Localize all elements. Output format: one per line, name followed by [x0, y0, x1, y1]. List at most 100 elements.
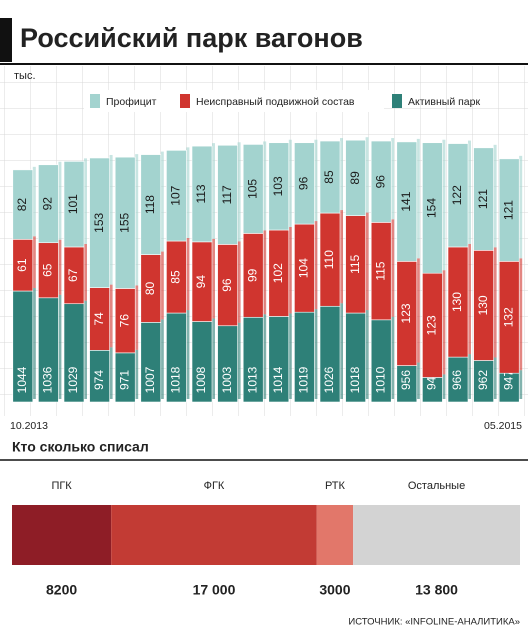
bar-side	[391, 138, 395, 220]
bar-side	[58, 239, 62, 295]
bar-side	[58, 294, 62, 399]
bar-side	[84, 158, 87, 244]
chart-title: Российский парк вагонов	[20, 23, 363, 53]
value-label: 74	[92, 312, 106, 326]
value-label: 132	[501, 307, 515, 327]
value-label: 1007	[143, 366, 157, 393]
value-label: 1029	[66, 366, 80, 393]
bar-side	[263, 230, 267, 315]
value-label: 13 800	[415, 582, 458, 598]
value-label: 1010	[373, 366, 387, 393]
value-label: 104	[297, 258, 311, 278]
bar-side	[416, 258, 420, 363]
bar-side	[391, 219, 395, 317]
bar-side	[416, 138, 420, 259]
value-label: 1019	[297, 366, 311, 393]
bar-side	[391, 316, 395, 399]
value-label: 115	[348, 254, 362, 273]
value-label: 155	[117, 212, 131, 232]
value-label: 1026	[322, 366, 336, 393]
bar-side	[212, 318, 215, 399]
bar-side	[519, 258, 523, 371]
value-label: 110	[322, 250, 336, 269]
bar-segment	[242, 144, 264, 234]
bar-segment	[294, 142, 315, 225]
bar-side	[365, 212, 369, 311]
bar-side	[58, 161, 62, 240]
bar-side	[314, 139, 318, 222]
legend-box	[84, 90, 384, 112]
bar-side	[263, 314, 267, 399]
value-label: 1018	[169, 366, 183, 393]
x-tick-label: 05.2015	[484, 420, 522, 432]
value-label: 82	[15, 198, 29, 212]
legend-swatch	[180, 94, 190, 108]
bar-segment	[319, 140, 341, 214]
value-label: 67	[66, 268, 80, 282]
legend-swatch	[90, 94, 100, 108]
bar-side	[314, 309, 318, 399]
bar-side	[32, 288, 36, 399]
value-label: 76	[117, 314, 131, 328]
bar-side	[135, 285, 139, 350]
bar-side	[519, 155, 523, 259]
value-label: 130	[450, 292, 464, 312]
bar-side	[365, 310, 369, 399]
bar-side	[109, 347, 113, 399]
bar-side	[493, 247, 497, 358]
legend-label: Активный парк	[408, 96, 480, 108]
bar-segment	[345, 139, 366, 216]
value-label: 99	[245, 268, 259, 282]
bar-segment	[498, 158, 520, 262]
section-title: Кто сколько списал	[12, 439, 149, 455]
value-label: 153	[92, 212, 106, 232]
value-label: 101	[66, 194, 80, 214]
share-segment	[12, 505, 112, 565]
value-label: 1014	[271, 366, 285, 393]
value-label: 80	[143, 281, 157, 295]
value-label: 141	[399, 191, 413, 211]
value-label: 89	[348, 171, 362, 185]
bar-side	[135, 154, 139, 286]
value-label: 113	[194, 184, 208, 203]
bar-segment	[12, 169, 34, 240]
bar-side	[84, 243, 87, 301]
bar-segment	[63, 161, 85, 248]
bar-segment	[447, 143, 469, 248]
bar-side	[288, 139, 292, 228]
value-label: 974	[92, 370, 106, 390]
value-label: 122	[450, 185, 464, 205]
bar-side	[263, 141, 267, 231]
value-label: 85	[169, 270, 183, 284]
bar-segment	[268, 142, 290, 231]
value-label: 107	[169, 185, 183, 205]
value-label: 115	[373, 261, 387, 280]
value-label: 130	[476, 295, 490, 315]
bar-side	[32, 236, 36, 289]
value-label: 971	[117, 370, 131, 390]
value-label: 65	[41, 263, 55, 277]
bar-side	[160, 251, 164, 320]
category-label: ПГК	[51, 480, 72, 492]
legend-label: Профицит	[106, 96, 157, 108]
value-label: 1018	[348, 366, 362, 393]
bar-side	[186, 310, 190, 399]
bar-side	[84, 300, 87, 399]
legend-label: Неисправный подвижной состав	[196, 96, 355, 108]
value-label: 1044	[15, 366, 29, 393]
value-label: 118	[143, 195, 157, 214]
bar-segment	[89, 157, 110, 288]
value-label: 1036	[41, 366, 55, 393]
value-label: 121	[501, 200, 515, 220]
value-label: 102	[271, 263, 285, 283]
bar-side	[314, 221, 318, 310]
x-tick-label: 10.2013	[10, 420, 48, 432]
value-label: 1003	[220, 366, 234, 393]
bar-side	[186, 238, 190, 311]
bar-segment	[217, 144, 238, 245]
unit-label: тыс.	[14, 70, 36, 82]
value-label: 96	[220, 278, 234, 292]
value-label: 96	[373, 175, 387, 189]
bar-side	[160, 319, 164, 399]
